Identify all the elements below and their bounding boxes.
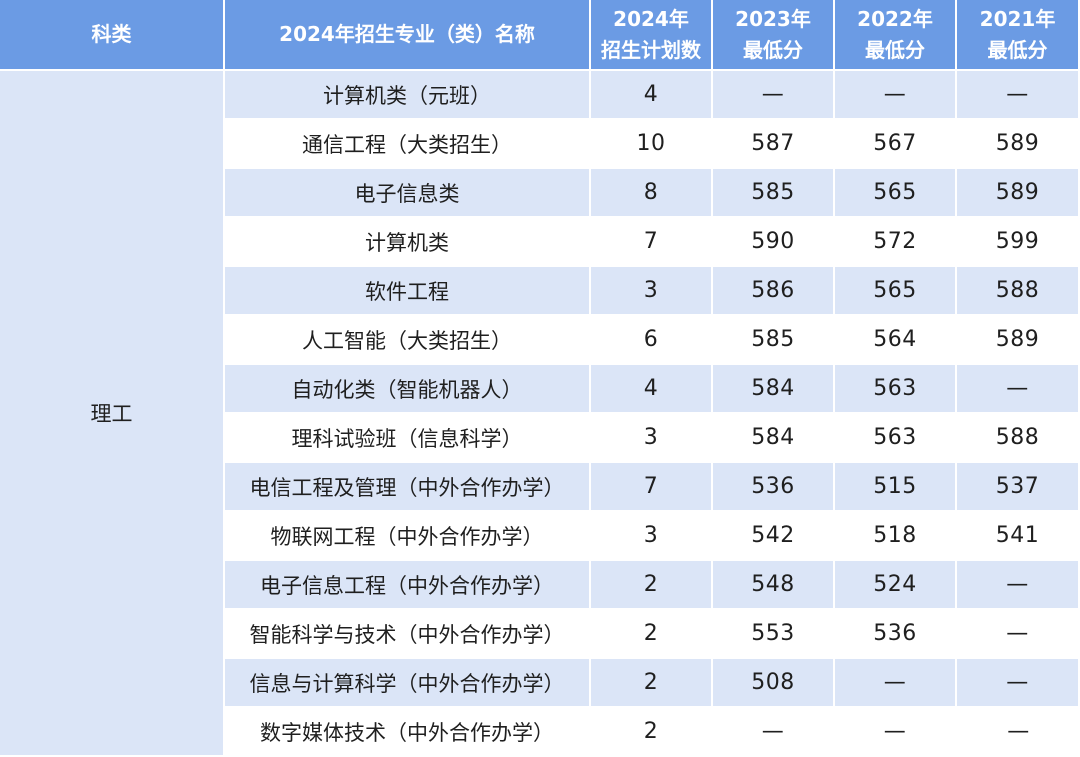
table-cell-y2023: 586 [713,267,835,316]
table-cell-major: 通信工程（大类招生） [225,120,591,169]
table-cell-y2023: — [713,708,835,757]
header-major: 2024年招生专业（类）名称 [225,0,591,71]
header-plan: 2024年 招生计划数 [591,0,713,71]
table-cell-plan: 3 [591,512,713,561]
table-cell-y2023: — [713,71,835,120]
table-cell-y2022: 572 [835,218,957,267]
table-cell-y2022: 567 [835,120,957,169]
table-cell-plan: 4 [591,71,713,120]
table-cell-y2023: 584 [713,414,835,463]
table-cell-y2022: 518 [835,512,957,561]
header-2022-line2: 最低分 [865,37,925,62]
header-2021-line1: 2021年 [979,6,1056,31]
header-2023-line1: 2023年 [735,6,811,31]
table-cell-y2021: 541 [957,512,1080,561]
table-cell-plan: 6 [591,316,713,365]
table-cell-y2021: 537 [957,463,1080,512]
table-cell-y2021: 589 [957,120,1080,169]
header-major-label: 2024年招生专业（类）名称 [279,22,535,46]
header-2021-line2: 最低分 [987,37,1048,62]
table-cell-major: 智能科学与技术（中外合作办学） [225,610,591,659]
header-plan-line1: 2024年 [613,6,689,31]
table-cell-plan: 10 [591,120,713,169]
table-cell-major: 电信工程及管理（中外合作办学） [225,463,591,512]
table-cell-major: 理科试验班（信息科学） [225,414,591,463]
table-cell-y2023: 508 [713,659,835,708]
header-2023: 2023年 最低分 [713,0,835,71]
table-cell-y2021: 588 [957,414,1080,463]
table-cell-y2022: 524 [835,561,957,610]
table-cell-y2023: 548 [713,561,835,610]
table-cell-y2021: 589 [957,316,1080,365]
table-cell-major: 电子信息类 [225,169,591,218]
table-cell-major: 人工智能（大类招生） [225,316,591,365]
header-category: 科类 [0,0,225,71]
table-cell-y2021: — [957,71,1080,120]
table-cell-plan: 7 [591,463,713,512]
table-cell-major: 计算机类 [225,218,591,267]
table-cell-y2021: — [957,708,1080,757]
table-cell-y2023: 542 [713,512,835,561]
table-cell-plan: 2 [591,659,713,708]
table-cell-y2023: 585 [713,169,835,218]
table-cell-y2023: 584 [713,365,835,414]
table-cell-plan: 8 [591,169,713,218]
header-2022: 2022年 最低分 [835,0,957,71]
table-cell-y2022: 565 [835,267,957,316]
table-cell-y2022: 563 [835,414,957,463]
table-cell-major: 信息与计算科学（中外合作办学） [225,659,591,708]
table-cell-y2023: 587 [713,120,835,169]
table-cell-major: 数字媒体技术（中外合作办学） [225,708,591,757]
table-cell-y2021: — [957,365,1080,414]
header-2021: 2021年 最低分 [957,0,1080,71]
table-cell-major: 计算机类（元班） [225,71,591,120]
table-cell-y2022: — [835,659,957,708]
header-2022-line1: 2022年 [857,6,933,31]
table-cell-y2023: 590 [713,218,835,267]
table-cell-y2022: 565 [835,169,957,218]
table-cell-major: 软件工程 [225,267,591,316]
table-cell-y2021: — [957,610,1080,659]
table-cell-y2021: 599 [957,218,1080,267]
table-cell-y2021: — [957,659,1080,708]
category-cell: 理工 [0,71,225,757]
table-cell-plan: 3 [591,414,713,463]
table-cell-y2022: — [835,71,957,120]
table-cell-major: 物联网工程（中外合作办学） [225,512,591,561]
table-cell-plan: 2 [591,561,713,610]
table-cell-major: 电子信息工程（中外合作办学） [225,561,591,610]
header-category-label: 科类 [91,22,132,46]
table-cell-plan: 2 [591,610,713,659]
table-cell-y2021: 588 [957,267,1080,316]
table-cell-plan: 7 [591,218,713,267]
table-cell-y2022: — [835,708,957,757]
table-cell-plan: 2 [591,708,713,757]
table-cell-y2023: 585 [713,316,835,365]
table-cell-y2023: 536 [713,463,835,512]
table-cell-y2022: 563 [835,365,957,414]
table-cell-major: 自动化类（智能机器人） [225,365,591,414]
header-2023-line2: 最低分 [743,37,803,62]
table-cell-plan: 3 [591,267,713,316]
table-cell-plan: 4 [591,365,713,414]
table-cell-y2021: — [957,561,1080,610]
table-cell-y2022: 564 [835,316,957,365]
table-cell-y2023: 553 [713,610,835,659]
table-cell-y2021: 589 [957,169,1080,218]
table-cell-y2022: 536 [835,610,957,659]
header-plan-line2: 招生计划数 [601,37,701,62]
table-cell-y2022: 515 [835,463,957,512]
